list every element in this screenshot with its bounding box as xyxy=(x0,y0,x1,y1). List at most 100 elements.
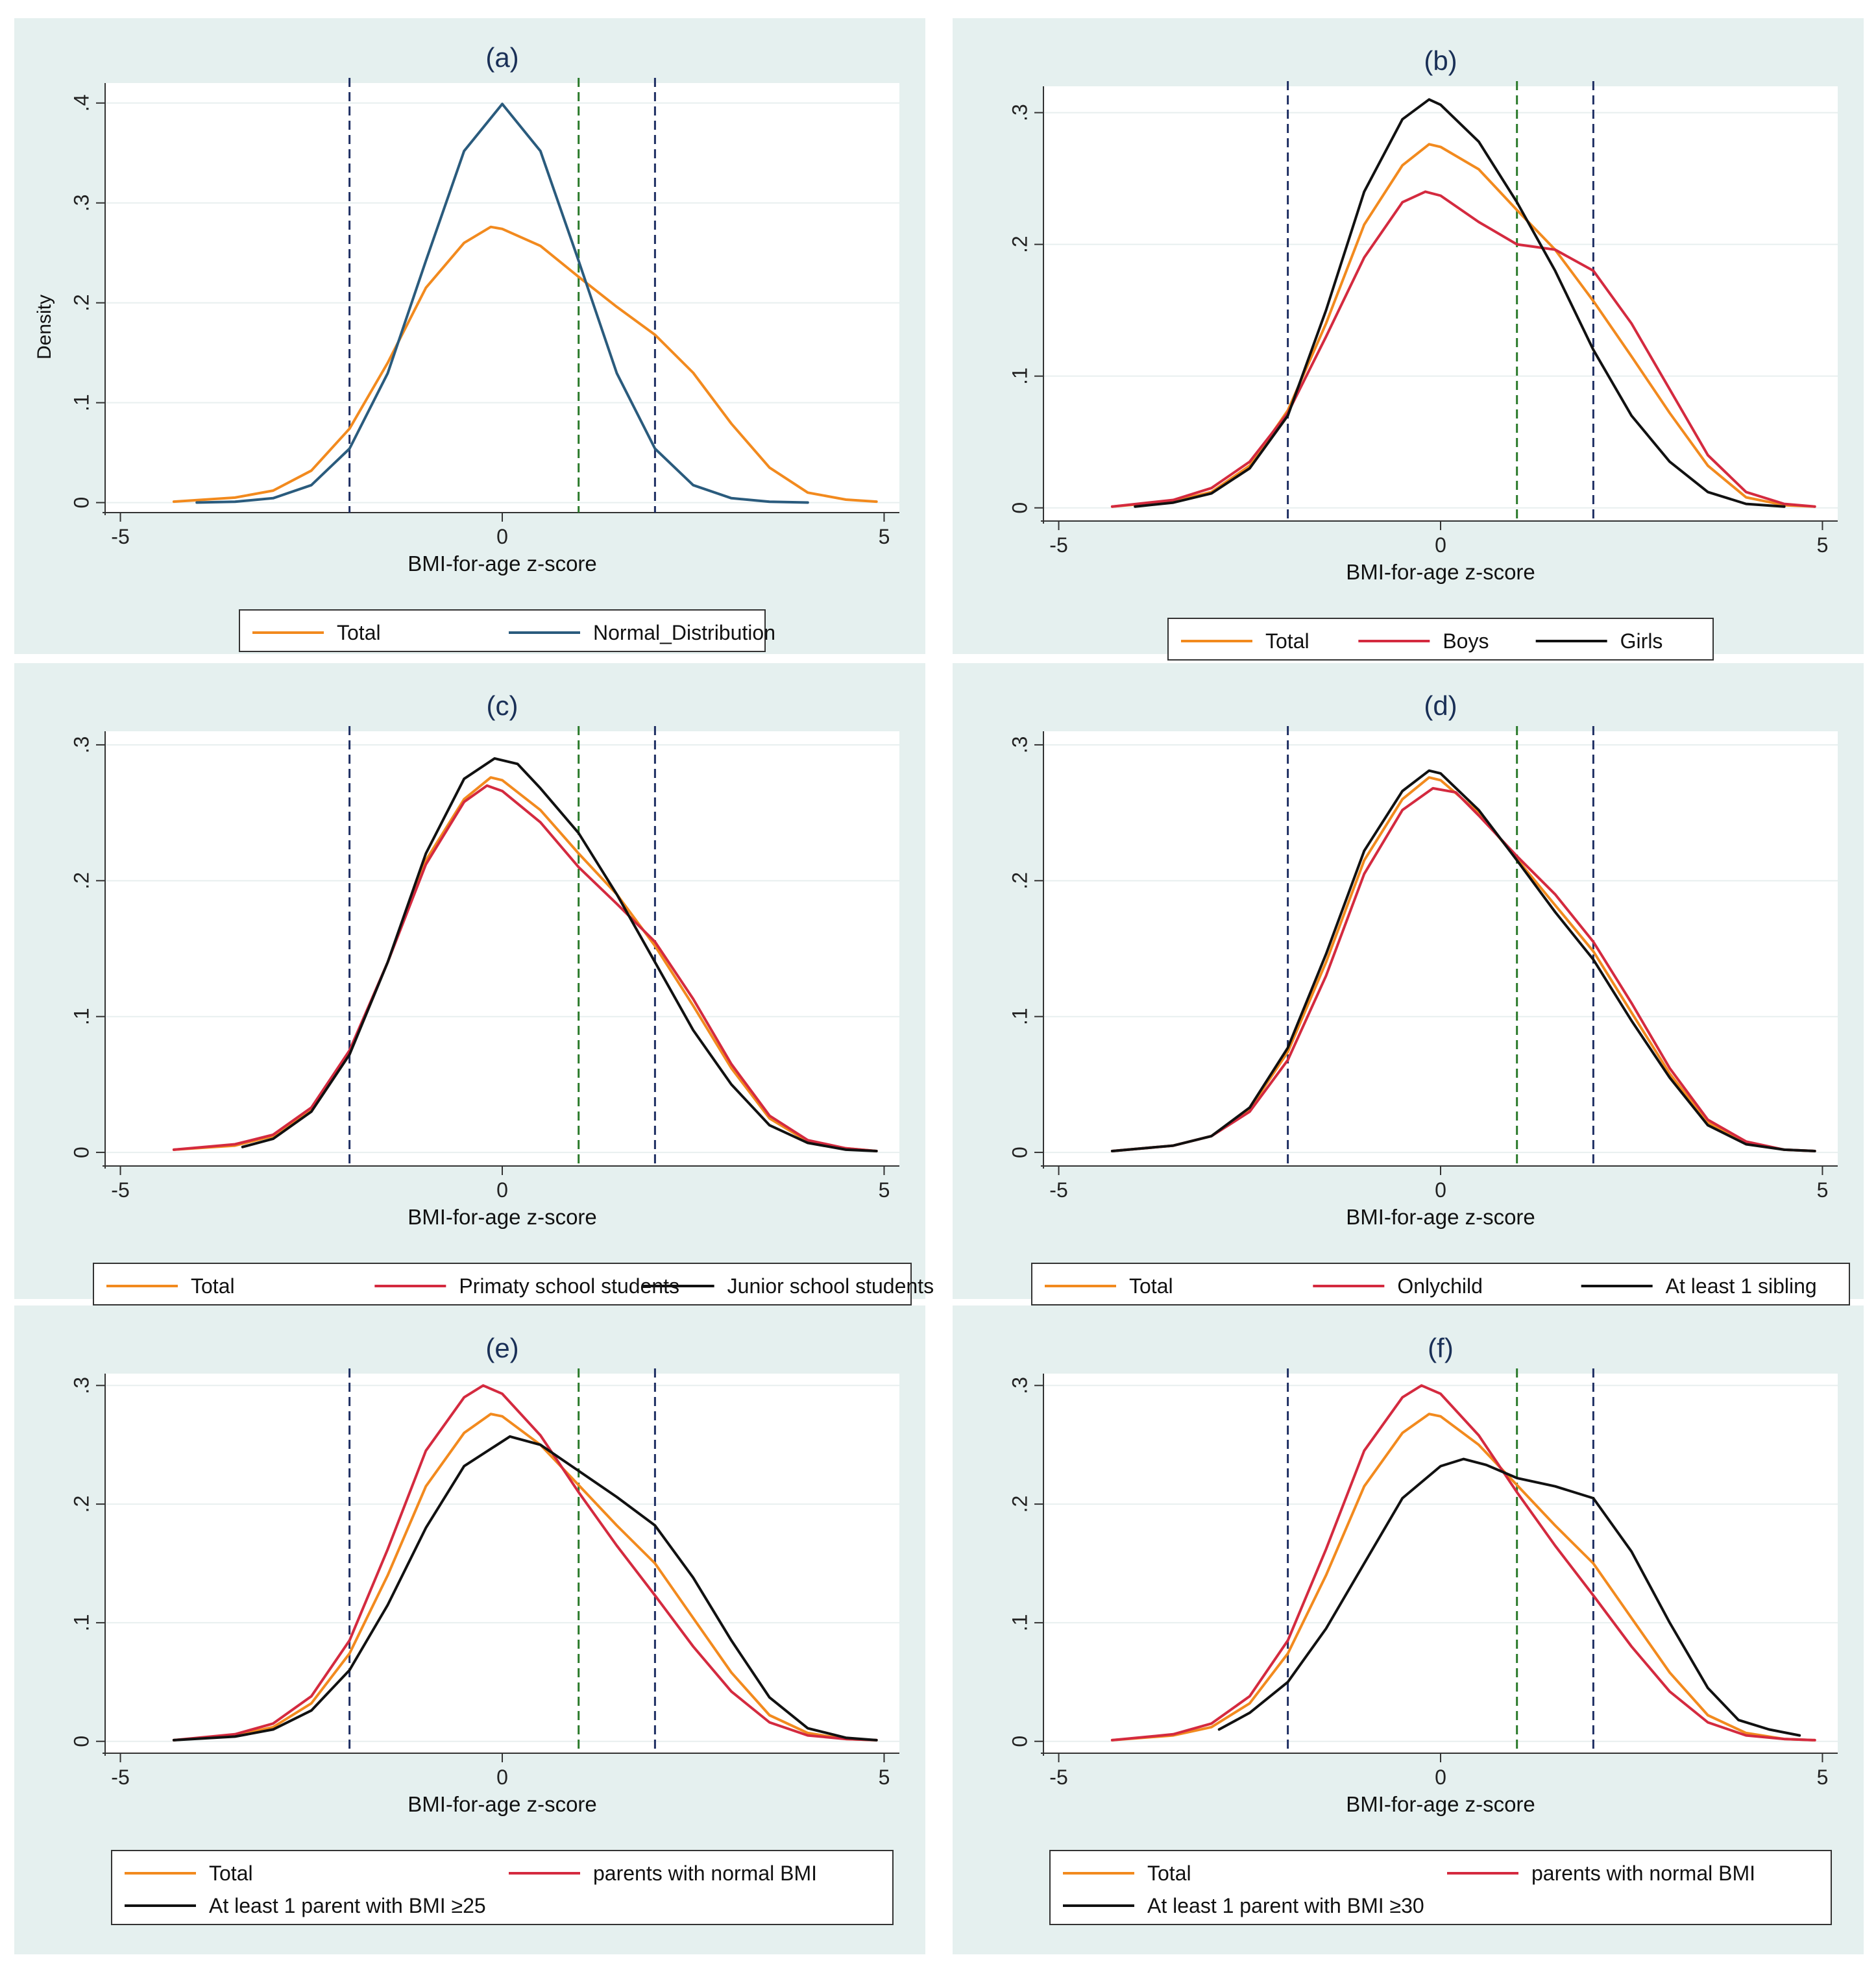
legend-label: Junior school students xyxy=(727,1274,934,1298)
y-tick-label: .2 xyxy=(1008,236,1031,253)
chart-panel-a: 0 .1 .2 .3 .4 -5 0 5 BMI-for-age z-score Density (… xyxy=(14,18,925,654)
legend-label: Primaty school students xyxy=(459,1274,679,1298)
legend-box xyxy=(1167,618,1714,661)
y-tick-label: .2 xyxy=(1008,1496,1031,1513)
series-line-girls xyxy=(1134,98,1786,508)
legend: Total Primaty school students Junior schoo… xyxy=(93,1263,934,1305)
chart-title: (e) xyxy=(485,1333,518,1363)
x-tick-label: -5 xyxy=(1049,1766,1067,1789)
x-tick-label: 0 xyxy=(496,1178,508,1202)
legend-label: At least 1 parent with BMI ≥30 xyxy=(1147,1894,1424,1917)
y-tick-label: .2 xyxy=(1008,872,1031,890)
legend-box xyxy=(1049,1850,1832,1925)
legend-label: Total xyxy=(1265,629,1310,653)
legend: Total Normal_Distribution xyxy=(239,609,775,652)
legend-label: Girls xyxy=(1620,629,1663,653)
chart-panel-d: 0 .1 .2 .3 -5 0 5 BMI-for-age z-score (d) Total On… xyxy=(953,663,1864,1305)
series-line-parents-with-normal-bmi xyxy=(1110,1384,1816,1742)
chart-title: (c) xyxy=(487,690,518,721)
y-tick-label: .3 xyxy=(69,736,93,754)
legend-label: Total xyxy=(191,1274,235,1298)
x-tick-label: 5 xyxy=(879,1178,890,1202)
plot-area xyxy=(105,83,899,513)
legend-box xyxy=(239,609,766,652)
plot-area xyxy=(1043,1374,1838,1753)
x-tick-label: 5 xyxy=(1817,1178,1829,1202)
chart-panel-c: 0 .1 .2 .3 -5 0 5 BMI-for-age z-score (c) Total Pr… xyxy=(14,663,934,1305)
y-tick-label: .1 xyxy=(69,394,93,411)
series-line-at-least-1-parent-with-bmi-30 xyxy=(1217,1457,1801,1737)
x-tick-label: 5 xyxy=(1817,533,1829,557)
legend-label: parents with normal BMI xyxy=(593,1862,817,1885)
y-tick-label: .1 xyxy=(1008,367,1031,385)
plot-area xyxy=(105,731,899,1166)
plot-area xyxy=(1043,731,1838,1166)
legend-label: Total xyxy=(1147,1862,1191,1885)
chart-panel-b: 0 .1 .2 .3 -5 0 5 BMI-for-age z-score (b) Total Bo… xyxy=(953,18,1864,661)
x-tick-label: -5 xyxy=(111,1766,129,1789)
legend-label: At least 1 sibling xyxy=(1666,1274,1817,1298)
chart-title: (a) xyxy=(485,42,518,73)
y-tick-label: .1 xyxy=(1008,1008,1031,1025)
x-axis-title: BMI-for-age z-score xyxy=(408,1792,597,1816)
x-tick-label: -5 xyxy=(111,1178,129,1202)
x-tick-label: 0 xyxy=(1435,533,1446,557)
legend: Total parents with normal BMI At least 1 p… xyxy=(111,1850,894,1925)
series-line-at-least-1-sibling xyxy=(1110,769,1816,1152)
legend-label: Onlychild xyxy=(1397,1274,1483,1298)
x-tick-label: 0 xyxy=(496,1766,508,1789)
chart-title: (d) xyxy=(1424,690,1457,721)
x-axis-title: BMI-for-age z-score xyxy=(408,1205,597,1229)
x-axis-title: BMI-for-age z-score xyxy=(1346,1792,1535,1816)
x-tick-label: 0 xyxy=(1435,1178,1446,1202)
legend-box xyxy=(1031,1263,1850,1305)
x-tick-label: 0 xyxy=(1435,1766,1446,1789)
series-line-primaty-school-students xyxy=(172,784,878,1152)
x-tick-label: -5 xyxy=(1049,533,1067,557)
y-tick-label: 0 xyxy=(69,497,93,509)
x-tick-label: -5 xyxy=(111,525,129,548)
series-line-total xyxy=(1110,143,1816,508)
chart-title: (f) xyxy=(1428,1333,1454,1363)
x-tick-label: -5 xyxy=(1049,1178,1067,1202)
plot-area xyxy=(105,1374,899,1753)
legend-box xyxy=(93,1263,912,1305)
y-tick-label: .3 xyxy=(1008,736,1031,754)
legend-label: At least 1 parent with BMI ≥25 xyxy=(209,1894,486,1917)
y-tick-label: .3 xyxy=(69,1377,93,1394)
y-tick-label: .3 xyxy=(1008,104,1031,121)
x-axis-title: BMI-for-age z-score xyxy=(408,552,597,576)
series-line-total xyxy=(172,1413,878,1742)
x-tick-label: 5 xyxy=(879,1766,890,1789)
y-tick-label: .2 xyxy=(69,294,93,311)
y-tick-label: .1 xyxy=(69,1614,93,1632)
y-tick-label: .3 xyxy=(1008,1377,1031,1394)
series-line-junior-school-students xyxy=(241,757,878,1152)
series-line-total xyxy=(172,225,878,504)
series-line-total xyxy=(1110,1413,1816,1742)
x-tick-label: 5 xyxy=(1817,1766,1829,1789)
x-axis-title: BMI-for-age z-score xyxy=(1346,560,1535,584)
plot-area xyxy=(1043,86,1838,521)
legend-label: parents with normal BMI xyxy=(1531,1862,1755,1885)
y-tick-label: 0 xyxy=(1008,502,1031,514)
y-tick-label: 0 xyxy=(1008,1147,1031,1158)
series-line-normal-distribution xyxy=(195,103,809,504)
series-line-onlychild xyxy=(1110,786,1816,1152)
legend: Total Boys Girls xyxy=(1167,618,1714,661)
legend-label: Total xyxy=(337,621,381,644)
chart-title: (b) xyxy=(1424,45,1457,76)
y-tick-label: .1 xyxy=(69,1008,93,1025)
x-tick-label: 0 xyxy=(496,525,508,548)
x-tick-label: 5 xyxy=(879,525,890,548)
chart-panel-e: 0 .1 .2 .3 -5 0 5 BMI-for-age z-score (e) Total pa… xyxy=(14,1305,925,1954)
y-tick-label: 0 xyxy=(69,1736,93,1747)
y-tick-label: .4 xyxy=(69,94,93,112)
legend-label: Normal_Distribution xyxy=(593,621,775,644)
legend-box xyxy=(111,1850,894,1925)
legend: Total parents with normal BMI At least 1 p… xyxy=(1049,1850,1832,1925)
series-line-boys xyxy=(1110,190,1816,508)
legend-label: Total xyxy=(1129,1274,1173,1298)
legend-label: Total xyxy=(209,1862,253,1885)
